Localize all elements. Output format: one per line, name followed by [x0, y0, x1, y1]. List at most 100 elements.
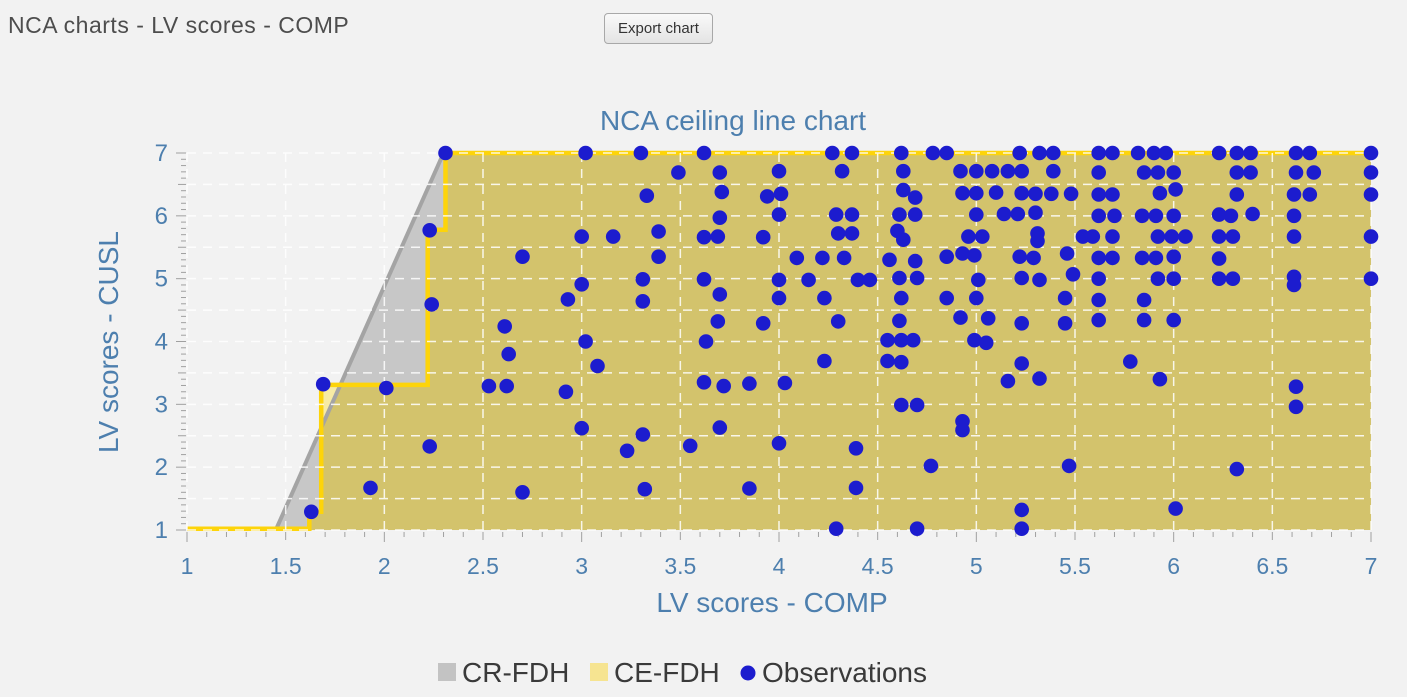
observation-point [1166, 165, 1181, 180]
observation-point [1014, 356, 1029, 371]
observation-point [862, 272, 878, 288]
observation-point [712, 420, 728, 435]
observation-point [1061, 458, 1077, 474]
page-title: NCA charts - LV scores - COMP [8, 12, 350, 38]
observation-point [696, 145, 712, 161]
observation-point [696, 272, 712, 287]
observation-point [671, 165, 686, 180]
observation-point [714, 184, 730, 200]
observation-point [777, 375, 793, 391]
observation-point [1032, 145, 1047, 161]
observation-point [971, 272, 986, 288]
observation-point [1026, 250, 1041, 266]
observations [304, 145, 1379, 536]
observation-point [315, 376, 331, 392]
observation-point [892, 207, 907, 222]
observation-point [817, 290, 832, 306]
observation-point [969, 207, 984, 222]
export-chart-button[interactable]: Export chart [604, 13, 713, 44]
legend-swatch-ce-fdh [590, 663, 608, 681]
observation-point [1014, 185, 1029, 201]
observation-point [1012, 145, 1027, 161]
observation-point [716, 378, 731, 394]
x-tick-label: 4.5 [862, 553, 894, 579]
observation-point [501, 346, 516, 362]
legend-label: CE-FDH [614, 657, 720, 688]
observation-point [894, 397, 909, 413]
legend-label: CR-FDH [462, 657, 569, 688]
observation-point [969, 163, 984, 179]
observation-point [1091, 250, 1106, 266]
observation-point [850, 272, 866, 288]
observation-point [1152, 185, 1168, 201]
observation-point [1032, 371, 1047, 386]
observation-point [907, 253, 923, 269]
observation-point [635, 272, 651, 287]
observation-point [1012, 249, 1027, 264]
observation-point [1302, 187, 1318, 202]
observation-point [955, 246, 970, 261]
observation-point [848, 480, 864, 496]
y-tick-label: 5 [155, 266, 168, 293]
observation-point [1091, 271, 1106, 287]
observation-point [939, 249, 954, 264]
observation-point [844, 226, 860, 241]
observation-point [894, 290, 909, 306]
observation-point [499, 378, 514, 394]
observation-point [1028, 186, 1043, 202]
observation-point [1302, 145, 1318, 161]
legend-swatch-observations [740, 665, 756, 681]
observation-point [1229, 461, 1245, 477]
observation-point [605, 229, 621, 244]
chart-title: NCA ceiling line chart [600, 105, 866, 136]
observation-point [635, 427, 651, 442]
observation-point [955, 185, 970, 201]
legend-label: Observations [762, 657, 927, 688]
observation-point [1046, 145, 1061, 161]
observation-point [1306, 165, 1322, 180]
observation-point [967, 248, 982, 263]
observation-point [422, 439, 438, 454]
observation-point [1148, 208, 1164, 224]
x-tick-label: 4 [773, 553, 786, 579]
observation-point [817, 353, 832, 369]
x-tick-label: 7 [1365, 553, 1378, 579]
observation-point [984, 163, 1000, 179]
observation-point [1211, 207, 1227, 222]
observation-point [1168, 182, 1183, 197]
observation-point [1059, 246, 1075, 261]
observation-point [771, 272, 787, 288]
x-tick-labels: 1 1.5 2 2.5 3 3.5 4 4.5 5 5.5 6 6.5 7 [181, 553, 1378, 579]
observation-point [1288, 399, 1304, 415]
observation-point [515, 485, 530, 500]
y-tick-label: 1 [155, 517, 168, 544]
observation-point [1288, 379, 1304, 395]
observation-point [696, 229, 712, 245]
x-tick-label: 1.5 [270, 553, 302, 579]
observation-point [742, 481, 757, 496]
observation-point [1286, 208, 1302, 224]
y-tick-label: 4 [155, 329, 168, 356]
observation-point [996, 206, 1012, 222]
legend: CR-FDH CE-FDH Observations [438, 657, 927, 688]
observation-point [882, 252, 897, 268]
y-tick-labels: 1 2 3 4 5 6 7 [155, 140, 168, 544]
observation-point [1063, 186, 1079, 202]
observation-point [953, 163, 968, 179]
observation-point [939, 290, 954, 306]
observation-point [1105, 187, 1120, 202]
observation-point [773, 186, 789, 202]
observation-point [1363, 271, 1379, 287]
legend-swatch-cr-fdh [438, 663, 456, 681]
observation-point [1150, 229, 1166, 244]
observation-point [712, 210, 728, 225]
observation-point [712, 287, 728, 302]
observation-point [635, 294, 651, 309]
observation-point [1288, 165, 1304, 180]
observation-point [844, 207, 860, 222]
observation-point [1363, 145, 1379, 161]
observation-point [1243, 165, 1258, 180]
observation-point [1286, 277, 1302, 293]
observation-point [1014, 163, 1029, 179]
observation-point [1150, 165, 1166, 180]
